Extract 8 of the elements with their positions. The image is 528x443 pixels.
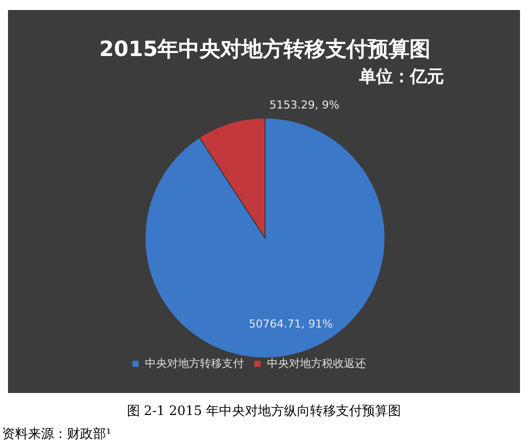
legend-label: 中央对地方税收返还	[267, 356, 366, 370]
caption: 图 2-1 2015 年中央对地方纵向转移支付预算图	[126, 403, 402, 419]
data-label: 50764.71, 91%	[248, 317, 333, 330]
data-label: 5153.29, 9%	[269, 98, 340, 112]
text: 资料来源：财政部¹	[2, 427, 112, 442]
chart-title: 2015年中央对地方转移支付预算图	[99, 37, 431, 61]
legend-label: 中央对地方转移支付	[145, 356, 244, 370]
chart-subtitle: 单位：亿元	[358, 67, 444, 87]
